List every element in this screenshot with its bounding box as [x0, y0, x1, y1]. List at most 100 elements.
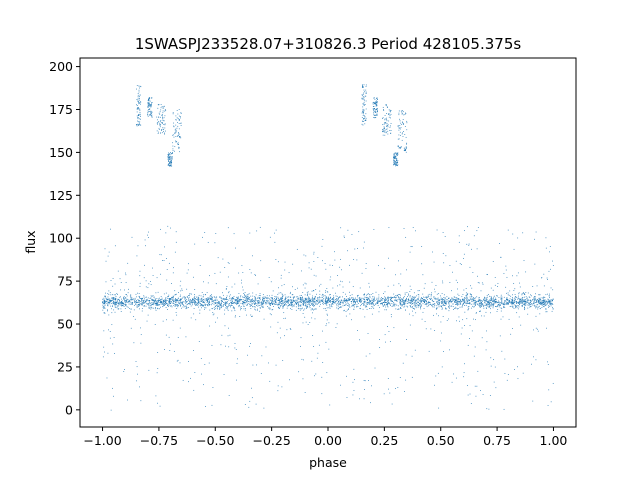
data-point	[373, 106, 375, 107]
data-point	[369, 308, 370, 309]
data-point	[294, 300, 296, 302]
data-point	[118, 304, 119, 306]
data-point	[325, 301, 326, 303]
data-point	[468, 308, 470, 310]
data-point	[103, 306, 105, 308]
data-point	[209, 309, 211, 311]
data-point	[512, 305, 514, 307]
data-point	[178, 120, 180, 121]
data-point	[341, 306, 343, 308]
data-point	[225, 345, 226, 347]
data-point	[291, 306, 293, 308]
data-point	[403, 131, 404, 132]
data-point	[468, 244, 470, 246]
data-point	[155, 305, 157, 306]
data-point	[417, 305, 419, 307]
data-point	[547, 303, 548, 305]
data-point	[157, 291, 159, 293]
data-point	[411, 376, 413, 378]
data-point	[449, 300, 451, 302]
data-point	[539, 302, 541, 304]
data-point	[200, 300, 202, 302]
data-point	[339, 284, 341, 286]
data-point	[444, 301, 446, 303]
data-point	[364, 389, 365, 390]
data-point	[212, 387, 214, 388]
data-point	[540, 301, 542, 303]
data-point	[469, 303, 471, 305]
data-point	[303, 302, 305, 303]
data-point	[117, 305, 119, 307]
data-point	[143, 303, 145, 304]
data-point	[139, 124, 141, 126]
data-point	[305, 300, 307, 302]
data-point	[379, 300, 380, 302]
data-point	[316, 302, 318, 304]
data-point	[148, 303, 150, 305]
data-point	[270, 326, 272, 328]
data-point	[452, 299, 454, 301]
data-point	[230, 297, 232, 299]
data-point	[295, 302, 296, 303]
data-point	[175, 231, 177, 233]
data-point	[118, 301, 120, 303]
data-point	[176, 141, 178, 142]
data-point	[196, 303, 198, 305]
data-point	[415, 307, 417, 309]
data-point	[501, 296, 503, 298]
data-point	[363, 92, 365, 94]
data-point	[112, 305, 114, 307]
data-point	[327, 300, 328, 301]
data-point	[278, 302, 280, 304]
data-point	[104, 248, 106, 250]
data-point	[543, 297, 545, 299]
data-point	[115, 302, 117, 304]
data-point	[114, 297, 116, 299]
data-point	[542, 302, 544, 304]
data-point	[442, 316, 444, 317]
data-point	[136, 124, 137, 126]
data-point	[280, 277, 282, 279]
data-point	[150, 104, 152, 106]
data-point	[283, 312, 285, 314]
data-point	[438, 303, 440, 305]
data-point	[169, 300, 171, 302]
data-point	[401, 133, 403, 135]
data-point	[115, 295, 117, 297]
data-point	[440, 299, 442, 301]
data-point	[385, 299, 387, 301]
data-point	[274, 296, 276, 297]
data-point	[516, 307, 518, 309]
data-point	[320, 299, 322, 301]
data-point	[523, 303, 525, 305]
data-point	[261, 302, 263, 304]
data-point	[406, 122, 408, 124]
data-point	[292, 294, 294, 296]
data-point	[172, 299, 174, 301]
data-point	[308, 299, 310, 301]
data-point	[349, 299, 350, 300]
data-point	[408, 293, 409, 295]
data-point	[511, 301, 513, 303]
data-point	[438, 315, 439, 317]
data-point	[527, 313, 529, 315]
data-point	[170, 299, 172, 301]
data-point	[519, 304, 520, 306]
data-point	[401, 299, 403, 300]
data-point	[405, 236, 407, 238]
data-point	[297, 302, 299, 304]
data-point	[409, 285, 411, 287]
data-point	[138, 113, 140, 115]
data-point	[180, 305, 182, 306]
data-point	[175, 124, 177, 126]
data-point	[382, 298, 384, 300]
data-point	[266, 298, 268, 300]
data-point	[130, 327, 132, 329]
data-point	[550, 305, 552, 307]
data-point	[282, 294, 284, 296]
data-point	[224, 313, 225, 315]
data-point	[484, 305, 486, 306]
data-point	[149, 280, 151, 282]
data-point	[139, 303, 141, 305]
data-point	[391, 297, 393, 298]
